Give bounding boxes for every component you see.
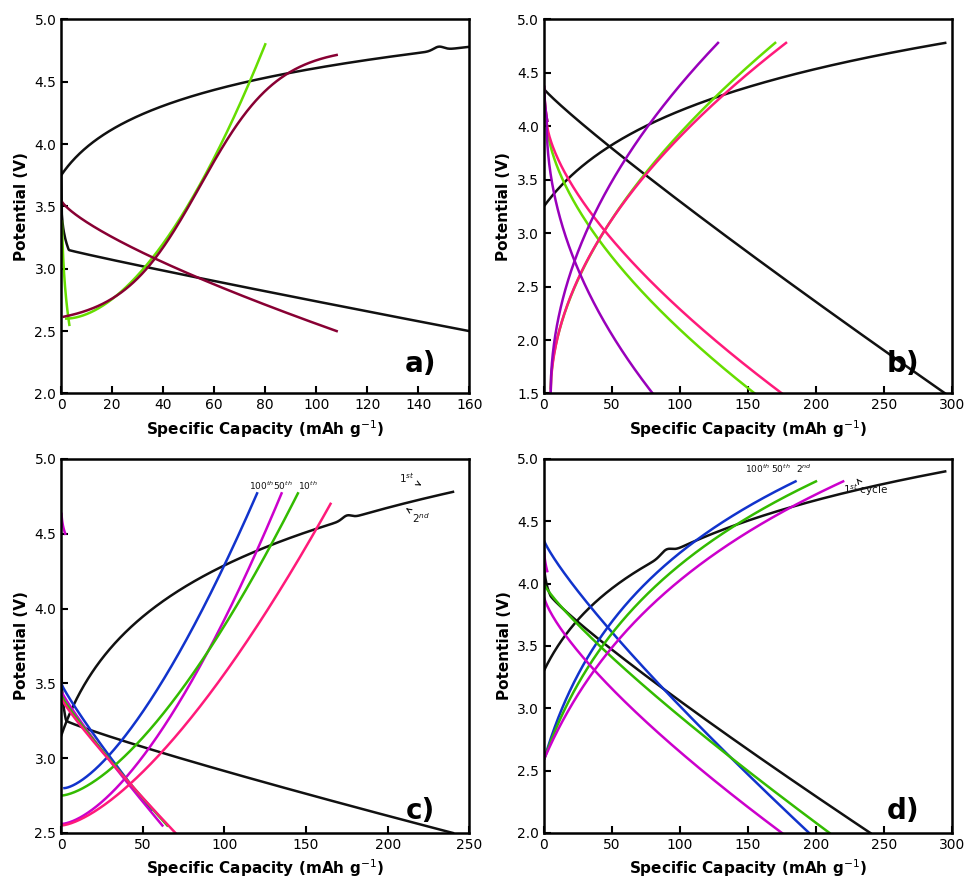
Y-axis label: Potential (V): Potential (V) bbox=[14, 152, 29, 261]
Text: 1$^{st}$ cycle: 1$^{st}$ cycle bbox=[842, 480, 887, 498]
Text: 2$^{nd}$: 2$^{nd}$ bbox=[407, 509, 429, 525]
Y-axis label: Potential (V): Potential (V) bbox=[14, 591, 29, 700]
Y-axis label: Potential (V): Potential (V) bbox=[496, 152, 511, 261]
X-axis label: Specific Capacity (mAh g$^{-1}$): Specific Capacity (mAh g$^{-1}$) bbox=[146, 857, 383, 879]
Text: d): d) bbox=[886, 797, 918, 824]
Text: a): a) bbox=[404, 349, 435, 378]
X-axis label: Specific Capacity (mAh g$^{-1}$): Specific Capacity (mAh g$^{-1}$) bbox=[146, 418, 383, 439]
X-axis label: Specific Capacity (mAh g$^{-1}$): Specific Capacity (mAh g$^{-1}$) bbox=[628, 418, 866, 439]
Text: 100$^{th}$: 100$^{th}$ bbox=[248, 480, 274, 492]
Y-axis label: Potential (V): Potential (V) bbox=[496, 591, 511, 700]
Text: b): b) bbox=[886, 349, 918, 378]
Text: 1$^{st}$: 1$^{st}$ bbox=[399, 472, 420, 485]
Text: 50$^{th}$: 50$^{th}$ bbox=[273, 480, 292, 492]
X-axis label: Specific Capacity (mAh g$^{-1}$): Specific Capacity (mAh g$^{-1}$) bbox=[628, 857, 866, 879]
Text: 2$^{nd}$: 2$^{nd}$ bbox=[795, 463, 811, 475]
Text: 10$^{th}$: 10$^{th}$ bbox=[297, 480, 317, 492]
Text: c): c) bbox=[405, 797, 434, 824]
Text: 100$^{th}$: 100$^{th}$ bbox=[744, 463, 770, 475]
Text: 50$^{th}$: 50$^{th}$ bbox=[771, 463, 790, 475]
